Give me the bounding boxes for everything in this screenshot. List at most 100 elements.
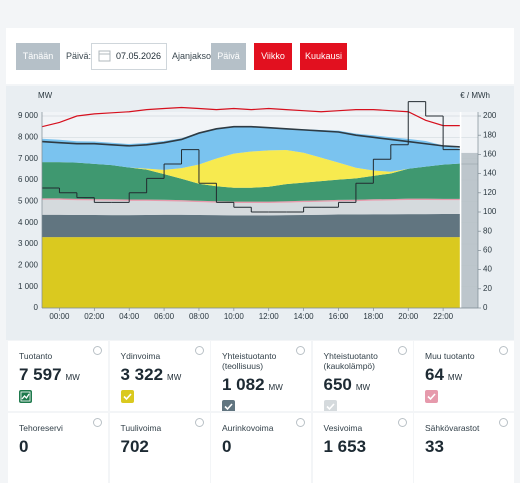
value-unit: MW (65, 373, 80, 382)
x-tick-label: 06:00 (154, 312, 175, 321)
card-title: Tuotanto (19, 351, 53, 361)
x-tick-label: 04:00 (119, 312, 140, 321)
y2-tick-label: 80 (483, 226, 492, 235)
x-tick-label: 18:00 (363, 312, 384, 321)
y2-tick-label: 120 (483, 188, 497, 197)
card-value: 64 MW (425, 366, 514, 387)
today-button[interactable]: Tänään (16, 43, 60, 70)
y-tick-label: 8 000 (18, 132, 39, 141)
value-number: 3 322 (120, 365, 164, 384)
date-input[interactable]: 07.05.2026 (91, 43, 167, 70)
area-series (42, 198, 461, 203)
card-title: Vesivoima (323, 423, 363, 433)
period-label: Ajanjakso: (172, 51, 214, 61)
x-tick-label: 00:00 (49, 312, 70, 321)
value-number: 1 082 (222, 375, 265, 394)
stat-card: Tuotanto 7 597 MW (8, 341, 108, 411)
value-unit: MW (355, 383, 371, 392)
value-number: 0 (19, 437, 29, 456)
y2-tick-label: 40 (483, 265, 492, 274)
stat-card: Vesivoima 1 653 (312, 413, 413, 483)
card-title: Yhteistuotanto (teollisuus) (222, 351, 277, 371)
y2-tick-label: 100 (483, 207, 497, 216)
card-value: 650 MW (324, 376, 413, 397)
card-title: Sähkövarastot (425, 423, 480, 433)
x-tick-label: 22:00 (433, 312, 454, 321)
stat-card: Ydinvoima 3 322 MW (109, 341, 210, 411)
value-unit: MW (447, 373, 463, 382)
stat-card: Muu tuotanto 64 MW (414, 341, 514, 411)
y-tick-label: 0 (34, 303, 39, 312)
area-series (42, 214, 461, 238)
value-unit: MW (268, 383, 283, 392)
y-tick-label: 1 000 (18, 282, 39, 291)
check-icon (325, 403, 335, 411)
card-value: 0 (19, 438, 108, 456)
check-icon (427, 393, 436, 401)
y-tick-label: 6 000 (18, 175, 39, 184)
x-tick-label: 14:00 (294, 312, 315, 321)
area-series (42, 237, 461, 308)
check-icon (122, 393, 132, 401)
calendar-icon (98, 50, 111, 62)
value-number: 7 597 (19, 365, 62, 384)
card-value: 0 (222, 438, 311, 456)
stat-card: Tehoreservi 0 (8, 413, 108, 483)
info-icon (194, 346, 204, 355)
info-icon (397, 346, 407, 355)
period-button[interactable]: Viikko (254, 43, 292, 70)
check-icon (224, 403, 233, 411)
value-number: 33 (425, 437, 444, 456)
date-value: 07.05.2026 (116, 51, 162, 61)
y-tick-label: 9 000 (18, 111, 39, 120)
info-icon (296, 346, 305, 355)
forecast-region (460, 152, 478, 308)
chart: MW € / MWh 0 1 000 2 000 3 000 4 000 5 000 6 0… (6, 86, 514, 340)
x-tick-label: 12:00 (259, 312, 280, 321)
stat-card: Yhteistuotanto (kaukolämpö) 650 MW (312, 341, 413, 411)
y-tick-label: 3 000 (18, 239, 39, 248)
card-title: Tehoreservi (19, 423, 63, 433)
y2-tick-label: 160 (483, 150, 497, 159)
y2-axis-label: € / MWh (460, 91, 490, 100)
period-button[interactable]: Kuukausi (300, 43, 347, 70)
stat-card: Yhteistuotanto (teollisuus) 1 082 MW (211, 341, 311, 411)
toolbar: Tänään Päivä: 07.05.2026 Ajanjakso: Päiv… (6, 28, 514, 84)
card-title: Yhteistuotanto (kaukolämpö) (323, 351, 378, 371)
line-series (41, 125, 461, 148)
card-value: 3 322 MW (121, 366, 210, 387)
y2-tick-label: 180 (483, 130, 497, 139)
info-icon (397, 418, 407, 427)
card-value: 33 (425, 438, 514, 456)
y-tick-label: 4 000 (18, 218, 39, 227)
x-tick-label: 02:00 (84, 312, 105, 321)
legend-toggle[interactable] (323, 400, 337, 411)
legend-toggle[interactable] (19, 390, 32, 403)
value-number: 1 653 (323, 437, 367, 456)
period-button[interactable]: Päivä (211, 43, 246, 70)
x-tick-label: 08:00 (189, 312, 210, 321)
y-axis-label: MW (38, 91, 53, 100)
info-icon (93, 346, 102, 355)
area-series (42, 126, 461, 172)
y2-tick-label: 60 (483, 246, 492, 255)
card-title: Ydinvoima (120, 351, 161, 361)
card-value: 1 082 MW (222, 376, 311, 397)
card-value: 702 (121, 438, 210, 456)
y-tick-label: 5 000 (18, 196, 39, 205)
y2-tick-label: 140 (483, 169, 497, 178)
value-unit: MW (167, 373, 182, 382)
line-series (41, 106, 461, 128)
stat-card: Sähkövarastot 33 (414, 413, 514, 483)
value-number: 64 (425, 365, 444, 384)
legend-toggle[interactable] (120, 390, 134, 403)
y-tick-label: 2 000 (18, 260, 39, 269)
legend-toggle[interactable] (222, 400, 235, 411)
day-label: Päivä: (66, 51, 92, 61)
legend-toggle[interactable] (425, 390, 438, 403)
chart-icon (20, 391, 31, 402)
card-title: Muu tuotanto (425, 351, 475, 361)
value-number: 0 (222, 437, 232, 456)
x-tick-label: 16:00 (328, 312, 349, 321)
page: Tänään Päivä: 07.05.2026 Ajanjakso: Päiv… (6, 28, 514, 483)
